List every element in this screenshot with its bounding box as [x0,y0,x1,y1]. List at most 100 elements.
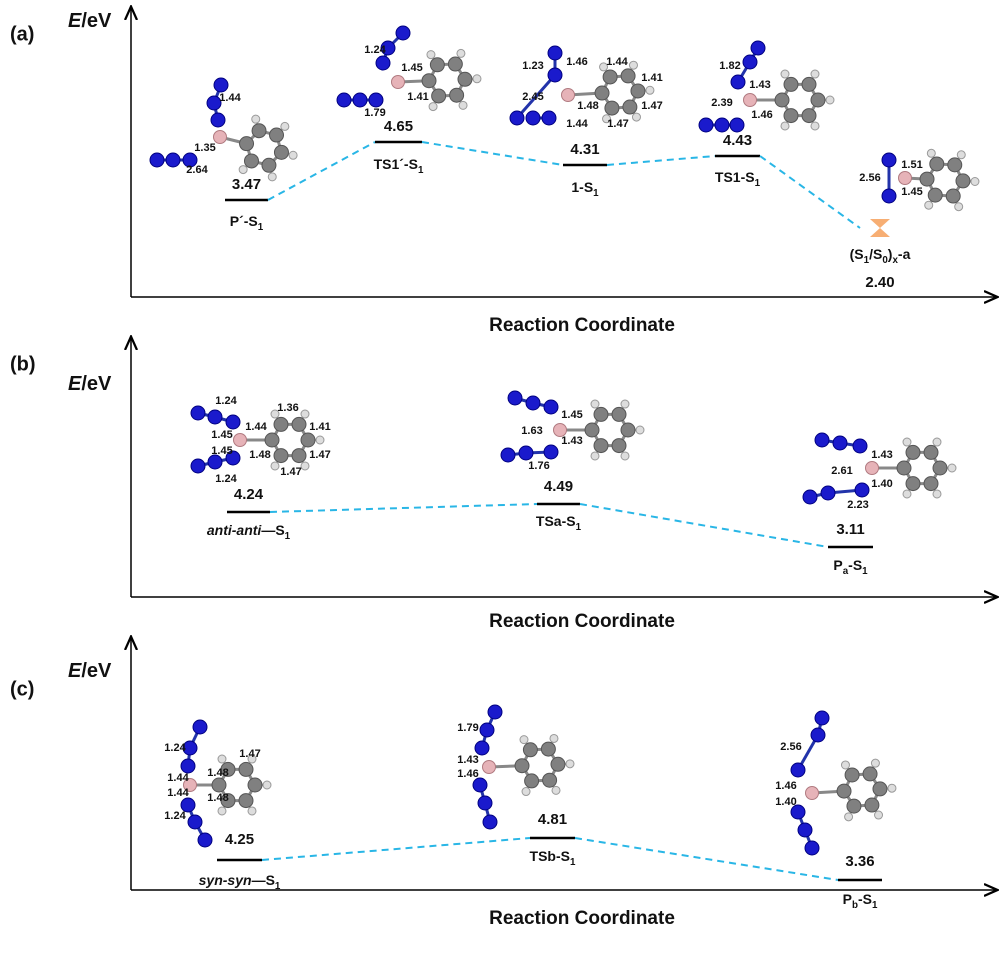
hydrogen-atom [957,151,965,159]
energy-value: 4.65 [384,118,413,135]
hydrogen-atom [252,115,260,123]
bond-length: 2.64 [186,164,208,176]
carbon-atom [212,778,226,792]
hydrogen-atom [621,400,629,408]
nitrogen-atom [803,490,817,504]
nitrogen-atom [751,41,765,55]
energy-value: 2.40 [865,274,894,291]
nitrogen-atom [353,93,367,107]
nitrogen-atom [501,448,515,462]
bond-length: 1.47 [641,100,662,112]
hydrogen-atom [927,149,935,157]
carbon-atom [265,433,279,447]
nitrogen-atom [226,415,240,429]
nitrogen-atom [548,46,562,60]
nitrogen-atom [791,763,805,777]
hydrogen-atom [550,734,558,742]
nitrogen-atom [855,483,869,497]
hydrogen-atom [781,122,789,130]
carbon-atom [239,762,253,776]
x-axis-label: Reaction Coordinate [489,908,675,929]
y-axis-label: E/eV [68,10,112,32]
bond-length: 1.24 [215,395,237,407]
nitrogen-atom [198,833,212,847]
nitrogen-atom [478,796,492,810]
italic-part: E [68,660,82,682]
hydrogen-atom [271,462,279,470]
carbon-atom [541,742,555,756]
bond-length: 1.43 [871,449,892,461]
carbon-atom [612,407,626,421]
nitrogen-atom [542,111,556,125]
nitrogen-atom [508,391,522,405]
carbon-atom [612,439,626,453]
nitrogen-atom [166,153,180,167]
carbon-atom [292,417,306,431]
nitrogen-atom [821,486,835,500]
center-atom [806,787,819,800]
panel-label: (c) [10,678,34,700]
bond-length: 1.44 [167,787,189,799]
energy-value: 4.49 [544,478,573,495]
subscript: 1 [285,531,291,542]
text-part: 1-S [571,179,593,195]
hydrogen-atom [301,410,309,418]
bond-length: 2.61 [831,465,852,477]
bond-length: 1.24 [215,473,237,485]
center-atom [234,434,247,447]
nitrogen-atom [483,815,497,829]
bond-length: 1.43 [457,754,478,766]
connector [760,156,860,228]
bond-length: 2.23 [847,499,868,511]
text-part: (S [850,246,864,262]
energy-value: 3.47 [232,176,261,193]
bond-length: 1.41 [309,421,330,433]
hydrogen-atom [811,122,819,130]
energy-value: 3.36 [845,853,874,870]
hydrogen-atom [811,70,819,78]
carbon-atom [802,109,816,123]
center-atom [392,76,405,89]
state-name: Pb-S1 [843,891,878,911]
subscript: 1 [872,900,878,911]
bond-length: 1.79 [364,107,385,119]
bond-length: 1.48 [249,449,270,461]
carbon-atom [262,158,276,172]
nitrogen-atom [211,113,225,127]
carbon-atom [240,137,254,151]
hydrogen-atom [427,51,435,59]
energy-value: 4.43 [723,132,752,149]
state-name: TSb-S1 [530,848,576,868]
hydrogen-atom [429,103,437,111]
hydrogen-atom [629,61,637,69]
nitrogen-atom [815,433,829,447]
molecule [791,711,896,855]
carbon-atom [605,101,619,115]
connector [262,838,530,860]
italic-part: E [68,10,82,32]
text-part: -S [848,557,862,573]
panel-label: (b) [10,353,36,375]
bond-length: 2.56 [859,172,880,184]
nitrogen-atom [337,93,351,107]
hydrogen-atom [239,166,247,174]
bond-length: 1.47 [607,118,628,130]
carbon-atom [897,461,911,475]
hydrogen-atom [971,177,979,185]
nitrogen-atom [743,55,757,69]
bond-length: 1.40 [775,796,796,808]
nitrogen-atom [519,446,533,460]
carbon-atom [924,477,938,491]
hydrogen-atom [632,113,640,121]
hydrogen-atom [955,203,963,211]
carbon-atom [845,768,859,782]
bond-length: 1.82 [719,60,740,72]
center-atom [866,462,879,475]
nitrogen-atom [544,445,558,459]
bond-length: 1.24 [164,810,186,822]
nitrogen-atom [510,111,524,125]
nitrogen-atom [191,459,205,473]
hydrogen-atom [263,781,271,789]
carbon-atom [252,124,266,138]
hydrogen-atom [566,760,574,768]
